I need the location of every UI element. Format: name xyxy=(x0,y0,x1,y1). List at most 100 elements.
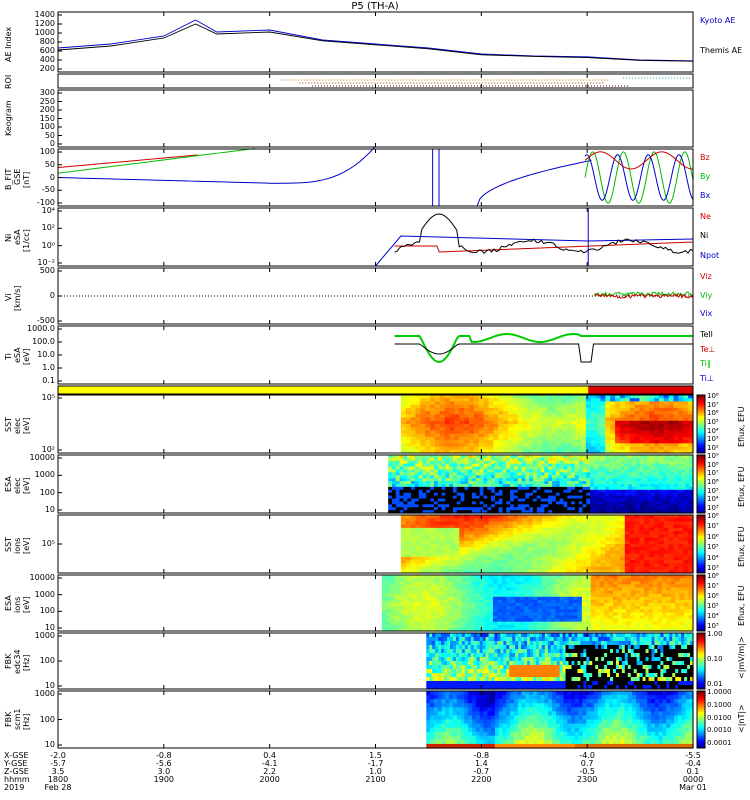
time-tick-z_gse: 3.5 xyxy=(51,767,65,776)
ytick-ti: 0.1 xyxy=(42,376,55,385)
ytick-fbk2: 100 xyxy=(39,714,55,724)
ylabel-fbk2: [Hz] xyxy=(22,713,31,730)
mode-bar-frame xyxy=(57,385,694,395)
ylabel-roi: ROI xyxy=(4,74,13,89)
colorbar-esa_i xyxy=(696,574,706,632)
ne-line xyxy=(394,241,694,253)
ti-par-line xyxy=(394,333,693,364)
colorbar-label-esa_i: Eflux, EFU xyxy=(737,585,746,627)
time-tick-x_gse: 1.5 xyxy=(369,751,382,760)
bx-line xyxy=(57,145,376,184)
npot-line xyxy=(375,235,694,267)
ytick-vi: 500 xyxy=(39,266,55,275)
colorbar-tick: 0.01 xyxy=(707,680,723,688)
colorbar-sst_i xyxy=(696,514,706,574)
ylabel-ni: Ni xyxy=(4,233,13,242)
colorbar-label-fbk1: <|mV/m|> xyxy=(737,636,746,680)
viz-line xyxy=(594,292,694,300)
ytick-fbk1: 10 xyxy=(44,681,55,690)
colorbar-esa_e xyxy=(696,454,706,514)
colorbar-tick: 10⁵ xyxy=(707,418,719,426)
legend-ae-1: Themis AE xyxy=(700,46,743,55)
ytick-fbk1: 100 xyxy=(39,656,55,665)
ylabel-bfit: B_FIT xyxy=(4,168,13,190)
colorbar-tick: 10⁴ xyxy=(707,553,719,562)
sst_e-spectrogram xyxy=(400,395,694,454)
time-row-label: Y-GSE xyxy=(4,759,28,768)
ytick-bfit: -50 xyxy=(41,185,55,195)
colorbar-tick: 10⁵ xyxy=(707,486,719,495)
ytick-fbk1: 1000 xyxy=(34,631,55,640)
colorbar-tick: 0.10 xyxy=(707,655,723,663)
ylabel-bfit: GSE xyxy=(13,168,22,185)
legend-bfit-2: Bx xyxy=(700,191,711,200)
ytick-keogram: 150 xyxy=(39,113,55,123)
colorbar-tick: 10⁹ xyxy=(707,452,719,460)
time-tick-hhmm: 1800 xyxy=(47,775,69,784)
legend-ni-1: Ni xyxy=(700,231,709,241)
ylabel-fbk2: FBK xyxy=(4,711,13,727)
time-tick-z_gse: 0.1 xyxy=(686,767,700,776)
colorbar-tick: 0.0100 xyxy=(707,713,732,722)
panel-frame-keogram xyxy=(57,89,694,148)
ytick-ti: 1.0 xyxy=(42,363,55,372)
panel-frame-ti xyxy=(57,325,694,385)
ylabel-esa_e: elec xyxy=(13,477,22,494)
ylabel-sst_e: [eV] xyxy=(22,417,31,434)
ylabel-esa_e: ESA xyxy=(4,475,13,492)
fbk1-spectrogram xyxy=(426,633,694,690)
colorbar-tick: 10³ xyxy=(707,622,719,630)
ylabel-ti: Ti xyxy=(4,353,13,360)
time-tick-hhmm: 2200 xyxy=(471,775,492,784)
time-tick-y_gse: -1.7 xyxy=(367,759,384,768)
ytick-esa_i: 10000 xyxy=(29,573,55,582)
time-tick-y_gse: -4.1 xyxy=(261,759,278,768)
ylabel-keogram: Keogram xyxy=(4,100,13,136)
legend-bfit-0: Bz xyxy=(700,153,710,162)
ytick-vi: -500 xyxy=(36,316,55,325)
panel-frame-ni xyxy=(57,207,694,267)
legend-vi-1: Viy xyxy=(700,290,713,300)
ytick-bfit: 100 xyxy=(39,147,55,156)
colorbar-tick: 10⁷ xyxy=(707,469,719,478)
bx-wave xyxy=(584,154,694,201)
time-tick-hhmm: 2300 xyxy=(576,775,598,784)
colorbar-tick: 10² xyxy=(707,444,719,452)
colorbar-tick: 10⁶ xyxy=(707,409,719,418)
ytick-ae: 800 xyxy=(39,37,55,46)
time-tick-y_gse: -5.6 xyxy=(156,759,172,768)
ylabel-esa_e: [eV] xyxy=(22,477,31,494)
panel-frame-vi xyxy=(57,267,694,325)
ytick-ni: 10⁴ xyxy=(41,206,55,215)
time-tick-z_gse: 2.2 xyxy=(263,767,277,776)
colorbar-fbk1 xyxy=(696,632,706,690)
esa_i-spectrogram xyxy=(381,575,694,632)
ytick-ae: 1400 xyxy=(34,10,55,19)
ylabel-esa_i: ions xyxy=(13,596,22,613)
ni-line xyxy=(394,213,694,254)
colorbar-tick: 10⁶ xyxy=(707,592,719,600)
colorbar-tick: 10⁵ xyxy=(707,602,719,610)
colorbar-fbk2 xyxy=(696,690,706,749)
ytick-fbk2: 1000 xyxy=(34,689,55,698)
colorbar-tick: 10⁸ xyxy=(707,392,719,400)
colorbar-label-sst_e: Eflux, EFU xyxy=(737,406,746,448)
ytick-esa_i: 10 xyxy=(44,623,55,632)
colorbar-tick: 10⁸ xyxy=(707,460,719,469)
colorbar-tick: 10⁸ xyxy=(707,572,719,580)
colorbar-label-sst_i: Eflux, EFU xyxy=(737,526,746,568)
ae-series-0 xyxy=(57,19,694,62)
time-tick-y_gse: 0.7 xyxy=(580,759,594,768)
ylabel-sst_e: elec xyxy=(13,417,22,434)
ytick-ae: 600 xyxy=(39,46,55,55)
ylabel-ti: [eV] xyxy=(22,348,31,365)
time-tick-y_gse: -0.4 xyxy=(685,759,701,768)
ytick-ae: 1200 xyxy=(34,19,55,28)
time-tick-hhmm: 2100 xyxy=(365,775,386,784)
colorbar-tick: 0.0010 xyxy=(707,726,732,735)
ytick-bfit: 50 xyxy=(44,159,55,169)
time-tick-date: Mar 01 xyxy=(679,783,707,792)
ytick-sst_e: 10⁵ xyxy=(41,393,55,402)
panel-frame-bfit xyxy=(57,148,694,207)
legend-vi-2: Vix xyxy=(700,309,713,319)
